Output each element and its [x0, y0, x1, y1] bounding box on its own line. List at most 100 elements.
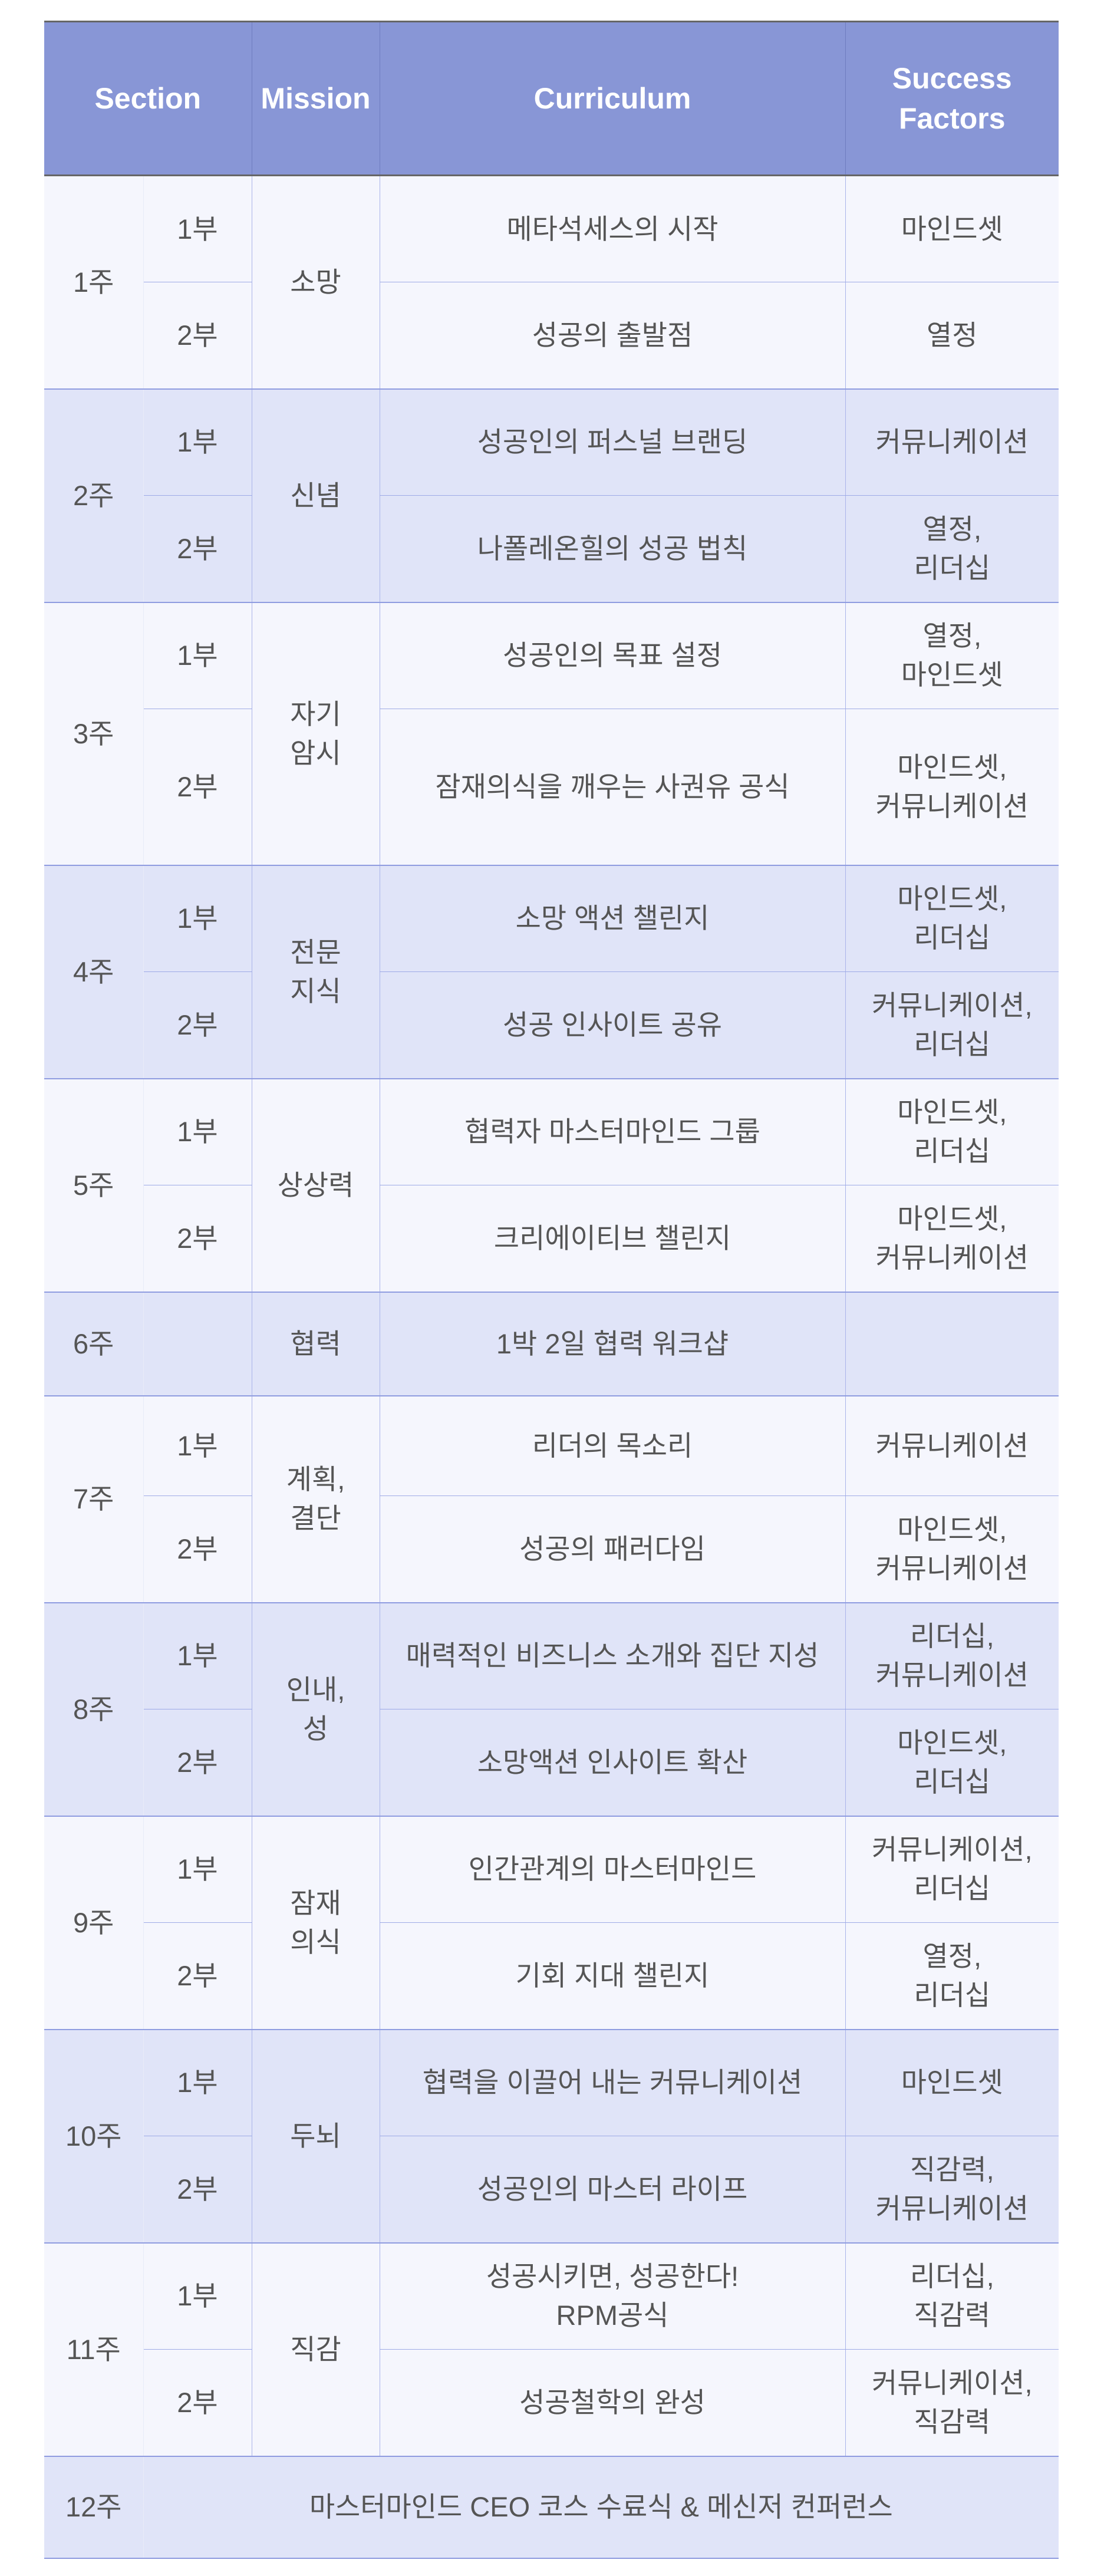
- curriculum-cell: 인간관계의 마스터마인드: [379, 1816, 845, 1923]
- table-row: 1주 1부 소망 메타석세스의 시작 마인드셋: [44, 175, 1059, 390]
- part-cell: 1부: [143, 175, 252, 282]
- table-row: 2부 성공철학의 완성 커뮤니케이션, 직감력: [44, 2349, 1059, 2457]
- week-cell: 8주: [44, 1602, 144, 1817]
- table-row: 11주 1부 직감 성공시키면, 성공한다! RPM공식 리더십, 직감력: [44, 2242, 1059, 2457]
- table-body: 1주 1부 소망 메타석세스의 시작 마인드셋 2부 성공의 출발점 열정 2주 1부 신념 성공인의…: [44, 175, 1059, 2559]
- header-section: Section: [44, 21, 252, 176]
- table-row: 7주 1부 계획, 결단 리더의 목소리 커뮤니케이션: [44, 1395, 1059, 1603]
- curriculum-cell: 성공 인사이트 공유: [379, 971, 845, 1079]
- success-factors-cell: 마인드셋, 리더십: [845, 865, 1059, 972]
- success-factors-cell: 마인드셋, 커뮤니케이션: [845, 709, 1059, 866]
- part-cell: [143, 1292, 252, 1396]
- part-cell: 1부: [143, 1602, 252, 1709]
- part-cell: 1부: [143, 2029, 252, 2136]
- success-factors-cell: 직감력, 커뮤니케이션: [845, 2136, 1059, 2244]
- part-cell: 2부: [143, 971, 252, 1079]
- part-cell: 2부: [143, 282, 252, 390]
- mission-cell: 잠재 의식: [251, 1816, 380, 2030]
- success-factors-cell: 마인드셋, 리더십: [845, 1709, 1059, 1817]
- curriculum-cell: 기회 지대 챌린지: [379, 1922, 845, 2030]
- success-factors-cell: 마인드셋, 커뮤니케이션: [845, 1185, 1059, 1293]
- table-row: 3주 1부 자기 암시 성공인의 목표 설정 열정, 마인드셋: [44, 602, 1059, 866]
- table-row: 2부 성공인의 마스터 라이프 직감력, 커뮤니케이션: [44, 2136, 1059, 2244]
- mission-cell: 신념: [251, 388, 380, 603]
- curriculum-cell: 성공의 출발점: [379, 282, 845, 390]
- part-cell: 1부: [143, 1078, 252, 1185]
- week-cell: 5주: [44, 1078, 144, 1293]
- curriculum-cell: 성공철학의 완성: [379, 2349, 845, 2457]
- part-cell: 2부: [143, 2349, 252, 2457]
- part-cell: 1부: [143, 2242, 252, 2350]
- success-factors-cell: [845, 1292, 1059, 1396]
- week-cell: 6주: [44, 1292, 144, 1396]
- success-factors-cell: 리더십, 커뮤니케이션: [845, 1602, 1059, 1709]
- week-cell: 10주: [44, 2029, 144, 2244]
- week-cell: 7주: [44, 1395, 144, 1603]
- table-row: 9주 1부 잠재 의식 인간관계의 마스터마인드 커뮤니케이션, 리더십: [44, 1816, 1059, 2030]
- week-cell: 4주: [44, 865, 144, 1079]
- success-factors-cell: 커뮤니케이션, 직감력: [845, 2349, 1059, 2457]
- final-event-cell: 마스터마인드 CEO 코스 수료식 & 메신저 컨퍼런스: [143, 2456, 1059, 2559]
- success-factors-cell: 커뮤니케이션: [845, 1395, 1059, 1496]
- part-cell: 2부: [143, 1185, 252, 1293]
- curriculum-cell: 성공의 패러다임: [379, 1495, 845, 1603]
- part-cell: 2부: [143, 495, 252, 603]
- curriculum-cell: 성공인의 퍼스널 브랜딩: [379, 388, 845, 496]
- mission-cell: 계획, 결단: [251, 1395, 380, 1603]
- mission-cell: 상상력: [251, 1078, 380, 1293]
- header-row: Section Mission Curriculum Success Facto…: [44, 21, 1059, 176]
- success-factors-cell: 마인드셋, 커뮤니케이션: [845, 1495, 1059, 1603]
- success-factors-cell: 마인드셋: [845, 175, 1059, 282]
- table-row: 2주 1부 신념 성공인의 퍼스널 브랜딩 커뮤니케이션: [44, 388, 1059, 603]
- week-cell: 2주: [44, 388, 144, 603]
- week-cell: 3주: [44, 602, 144, 866]
- curriculum-cell: 협력을 이끌어 내는 커뮤니케이션: [379, 2029, 845, 2136]
- header-curriculum: Curriculum: [379, 21, 845, 176]
- success-factors-cell: 커뮤니케이션: [845, 388, 1059, 496]
- table-row: 2부 성공의 출발점 열정: [44, 282, 1059, 390]
- part-cell: 1부: [143, 1816, 252, 1923]
- week-cell: 1주: [44, 175, 144, 390]
- curriculum-table: Section Mission Curriculum Success Facto…: [44, 21, 1059, 2559]
- mission-cell: 소망: [251, 175, 380, 390]
- mission-cell: 두뇌: [251, 2029, 380, 2244]
- mission-cell: 자기 암시: [251, 602, 380, 866]
- success-factors-cell: 열정, 리더십: [845, 495, 1059, 603]
- part-cell: 1부: [143, 1395, 252, 1496]
- table-row: 8주 1부 인내, 성 매력적인 비즈니스 소개와 집단 지성 리더십, 커뮤니케이션: [44, 1602, 1059, 1817]
- curriculum-cell: 매력적인 비즈니스 소개와 집단 지성: [379, 1602, 845, 1709]
- success-factors-cell: 커뮤니케이션, 리더십: [845, 971, 1059, 1079]
- curriculum-cell: 잠재의식을 깨우는 사권유 공식: [379, 709, 845, 866]
- table-row: 2부 크리에이티브 챌린지 마인드셋, 커뮤니케이션: [44, 1185, 1059, 1293]
- part-cell: 2부: [143, 1709, 252, 1817]
- curriculum-cell: 성공시키면, 성공한다! RPM공식: [379, 2242, 845, 2350]
- success-factors-cell: 커뮤니케이션, 리더십: [845, 1816, 1059, 1923]
- part-cell: 1부: [143, 602, 252, 709]
- curriculum-cell: 메타석세스의 시작: [379, 175, 845, 282]
- success-factors-cell: 열정, 마인드셋: [845, 602, 1059, 709]
- mission-cell: 전문 지식: [251, 865, 380, 1079]
- part-cell: 1부: [143, 388, 252, 496]
- curriculum-cell: 성공인의 목표 설정: [379, 602, 845, 709]
- curriculum-cell: 소망액션 인사이트 확산: [379, 1709, 845, 1817]
- table-row: 4주 1부 전문 지식 소망 액션 챌린지 마인드셋, 리더십: [44, 865, 1059, 1079]
- mission-cell: 협력: [251, 1292, 380, 1396]
- week-cell: 9주: [44, 1816, 144, 2030]
- success-factors-cell: 마인드셋: [845, 2029, 1059, 2136]
- week-cell: 11주: [44, 2242, 144, 2457]
- table-row: 2부 기회 지대 챌린지 열정, 리더십: [44, 1922, 1059, 2030]
- curriculum-cell: 협력자 마스터마인드 그룹: [379, 1078, 845, 1185]
- success-factors-cell: 마인드셋, 리더십: [845, 1078, 1059, 1185]
- success-factors-cell: 열정, 리더십: [845, 1922, 1059, 2030]
- mission-cell: 직감: [251, 2242, 380, 2457]
- success-factors-cell: 리더십, 직감력: [845, 2242, 1059, 2350]
- part-cell: 2부: [143, 2136, 252, 2244]
- header-mission: Mission: [251, 21, 380, 176]
- header-success-factors: Success Factors: [845, 21, 1059, 176]
- part-cell: 1부: [143, 865, 252, 972]
- table-row: 2부 성공 인사이트 공유 커뮤니케이션, 리더십: [44, 971, 1059, 1079]
- part-cell: 2부: [143, 1922, 252, 2030]
- success-factors-cell: 열정: [845, 282, 1059, 390]
- curriculum-cell: 소망 액션 챌린지: [379, 865, 845, 972]
- table-row: 10주 1부 두뇌 협력을 이끌어 내는 커뮤니케이션 마인드셋: [44, 2029, 1059, 2244]
